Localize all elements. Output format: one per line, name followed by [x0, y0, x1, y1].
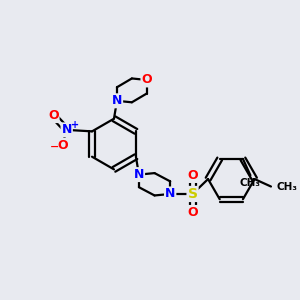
- Text: O: O: [187, 169, 198, 182]
- Text: CH₃: CH₃: [276, 182, 297, 191]
- Text: S: S: [188, 187, 198, 201]
- Text: O: O: [187, 206, 198, 219]
- Text: N: N: [134, 168, 144, 181]
- Text: N: N: [61, 123, 72, 136]
- Text: CH₃: CH₃: [240, 178, 261, 188]
- Text: −: −: [50, 142, 59, 152]
- Text: O: O: [48, 109, 58, 122]
- Text: O: O: [57, 139, 68, 152]
- Text: +: +: [71, 119, 79, 130]
- Text: N: N: [112, 94, 122, 107]
- Text: O: O: [142, 74, 152, 86]
- Text: N: N: [165, 188, 175, 200]
